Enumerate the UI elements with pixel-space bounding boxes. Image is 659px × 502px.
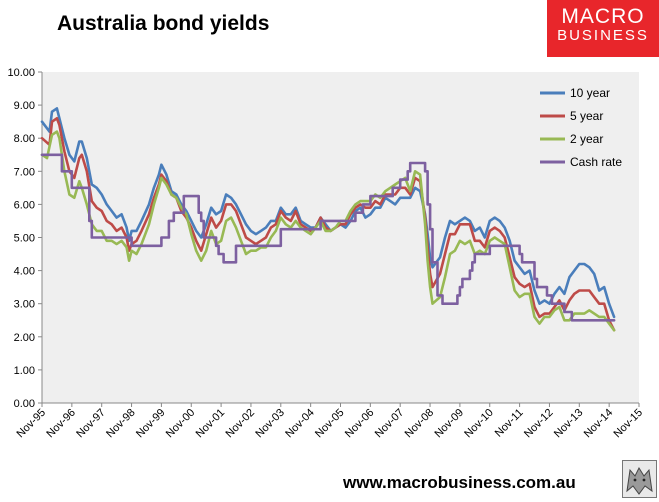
x-tick-label: Nov-95	[15, 407, 49, 441]
x-tick-label: Nov-96	[44, 407, 78, 441]
y-tick-label: 10.00	[7, 67, 35, 79]
logo-line-1: MACRO	[561, 5, 645, 28]
y-tick-label: 4.00	[14, 266, 35, 278]
y-tick-label: 9.00	[14, 100, 35, 112]
y-axis: 0.00 1.00 2.00 3.00 4.00 5.00 6.00 7.00 8.00 9.00…	[7, 67, 43, 410]
x-tick-label: Nov-11	[493, 407, 526, 440]
legend-label-5-year: 5 year	[570, 109, 603, 123]
x-tick-label: Nov-09	[432, 407, 466, 441]
x-tick-label: Nov-03	[253, 407, 287, 441]
series-line-cash-rate	[40, 153, 616, 322]
x-tick-label: Nov-10	[462, 407, 496, 441]
y-tick-label: 5.00	[14, 233, 35, 245]
x-axis: Nov-95Nov-96Nov-97Nov-98Nov-99Nov-00Nov-…	[15, 402, 646, 441]
y-tick-label: 6.00	[14, 199, 35, 211]
legend-label-10-year: 10 year	[570, 86, 610, 100]
y-tick-label: 0.00	[14, 398, 35, 410]
x-tick-label: Nov-15	[612, 407, 646, 441]
x-tick-label: Nov-98	[104, 407, 138, 441]
x-tick-label: Nov-97	[74, 407, 108, 441]
x-tick-label: Nov-01	[194, 407, 228, 441]
x-tick-label: Nov-12	[522, 407, 556, 441]
series-line-10-year	[40, 107, 616, 319]
x-tick-label: Nov-04	[283, 407, 317, 441]
logo-line-2: BUSINESS	[557, 27, 649, 44]
x-tick-label: Nov-05	[313, 407, 347, 441]
legend-label-2-year: 2 year	[570, 132, 603, 146]
x-tick-label: Nov-06	[343, 407, 377, 441]
footer-url: www.macrobusiness.com.au	[343, 473, 576, 492]
x-tick-label: Nov-02	[224, 407, 258, 441]
x-tick-label: Nov-99	[134, 407, 168, 441]
series-line-2-year	[40, 130, 616, 332]
legend: 10 year 5 year 2 year Cash rate	[540, 86, 622, 169]
series-layer	[40, 107, 616, 332]
chart-title: Australia bond yields	[57, 12, 270, 35]
y-tick-label: 3.00	[14, 299, 35, 311]
wolf-logo	[622, 460, 657, 498]
y-tick-label: 7.00	[14, 166, 35, 178]
x-tick-label: Nov-13	[552, 407, 586, 441]
y-tick-label: 1.00	[14, 365, 35, 377]
x-tick-label: Nov-14	[582, 407, 616, 441]
y-tick-label: 2.00	[14, 332, 35, 344]
bond-yield-chart: 0.00 1.00 2.00 3.00 4.00 5.00 6.00 7.00 8.00 9.00…	[7, 67, 646, 441]
plot-area	[42, 72, 639, 403]
legend-label-cash-rate: Cash rate	[570, 155, 622, 169]
x-tick-label: Nov-00	[164, 407, 198, 441]
y-tick-label: 8.00	[14, 133, 35, 145]
x-tick-label: Nov-07	[373, 407, 407, 441]
macrobusiness-logo: MACRO BUSINESS	[547, 0, 659, 57]
x-tick-label: Nov-08	[403, 407, 437, 441]
